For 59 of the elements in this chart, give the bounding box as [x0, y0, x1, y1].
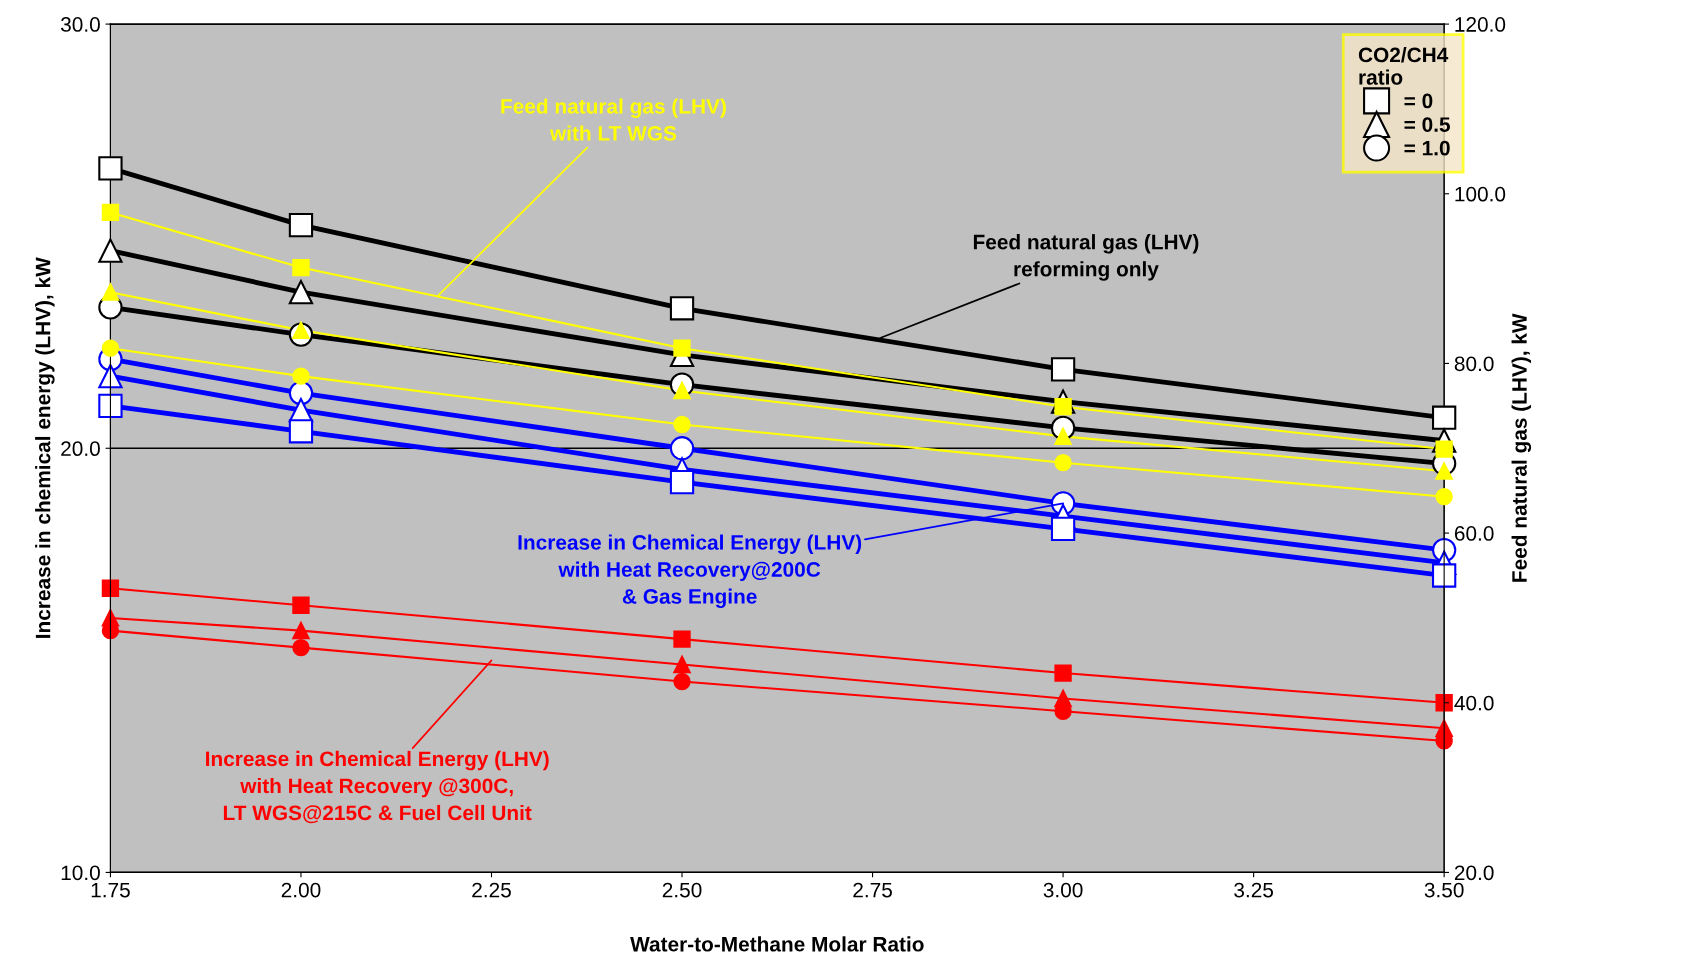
x-tick-label: 2.25: [472, 882, 511, 898]
x-axis-title: Water-to-Methane Molar Ratio: [630, 936, 924, 952]
y2-tick-label: 100.0: [1455, 186, 1506, 202]
x-tick-label: 1.75: [91, 882, 130, 898]
point: [1050, 357, 1076, 382]
point: [101, 339, 120, 357]
point: [1435, 694, 1453, 712]
point: [1050, 516, 1076, 541]
y2-tick-label: 20.0: [1454, 865, 1494, 881]
y2-tick-label: 40.0: [1454, 695, 1494, 711]
point: [669, 436, 695, 461]
x-tick-label: 3.50: [1424, 882, 1464, 898]
legend-title: CO2/CH4 ratio: [1358, 47, 1449, 85]
annotation: Increase in Chemical Energy (LHV) with Heat Recovery@200C & Gas Engine: [518, 534, 862, 609]
point: [288, 419, 314, 444]
point: [1432, 405, 1457, 430]
point: [673, 415, 691, 434]
x-tick-label: 2.75: [853, 882, 892, 898]
point: [101, 203, 120, 222]
point: [673, 672, 691, 691]
x-tick-label: 2.00: [281, 882, 321, 898]
point: [1054, 454, 1072, 472]
point: [1054, 664, 1072, 682]
y-tick-label: 20.0: [61, 441, 100, 457]
x-tick-label: 3.25: [1234, 882, 1274, 898]
point: [288, 280, 314, 305]
point: [292, 367, 310, 385]
point: [292, 596, 310, 614]
point: [98, 156, 123, 181]
annotation: Feed natural gas (LHV) reforming only: [973, 234, 1199, 281]
point: [673, 339, 691, 357]
legend-label: = 1.0: [1404, 140, 1450, 156]
point: [1435, 487, 1453, 506]
y-tick-label: 10.0: [61, 865, 100, 881]
point: [673, 655, 691, 674]
y2-tick-label: 80.0: [1454, 356, 1494, 372]
point: [669, 470, 695, 495]
point: [98, 238, 123, 263]
legend-label: = 0.5: [1404, 117, 1450, 132]
point: [288, 213, 314, 238]
annotation: Feed natural gas (LHV) with LT WGS: [501, 98, 726, 141]
point: [101, 283, 120, 301]
legend-label: = 0: [1404, 93, 1433, 109]
point: [1432, 563, 1457, 588]
x-tick-label: 2.50: [662, 882, 702, 898]
point: [669, 296, 695, 321]
point: [673, 630, 691, 648]
y2-tick-label: 120.0: [1455, 17, 1506, 32]
y-axis-title: Increase in chemical energy (LHV), kW: [35, 257, 55, 638]
point: [101, 579, 120, 597]
y2-tick-label: 60.0: [1454, 526, 1494, 541]
point: [292, 621, 310, 640]
point: [292, 258, 310, 277]
point: [98, 393, 123, 418]
annotation: Increase in Chemical Energy (LHV) with Heat Recovery @300C, LT WGS@215C & Fuel Cell Unit: [206, 750, 549, 824]
y-tick-label: 30.0: [60, 17, 100, 32]
point: [292, 638, 310, 657]
y2-axis-title: Feed natural gas (LHV), kW: [1511, 313, 1532, 582]
x-tick-label: 3.00: [1043, 882, 1083, 898]
